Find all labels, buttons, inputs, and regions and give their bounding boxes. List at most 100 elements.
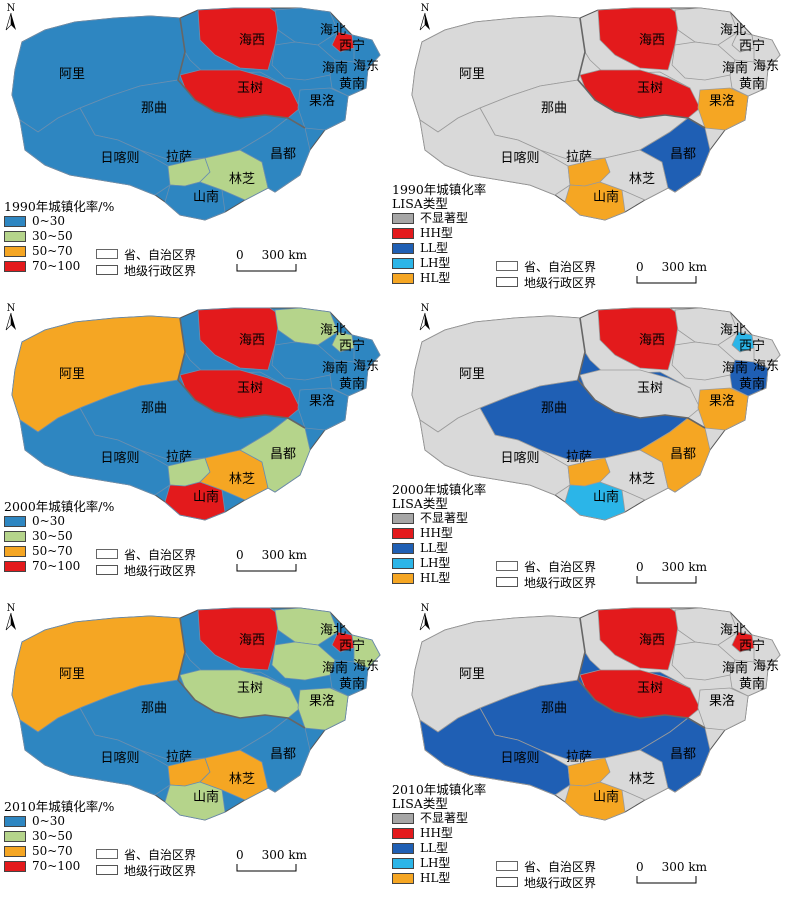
region-label-果洛: 果洛 — [309, 94, 335, 109]
region-label-果洛: 果洛 — [709, 394, 735, 409]
legend-title: 2010年城镇化率 — [392, 782, 487, 797]
region-label-黄南: 黄南 — [739, 76, 765, 92]
province-boundary — [177, 317, 306, 429]
scale-zero: 0 — [236, 548, 244, 562]
region-label-拉萨: 拉萨 — [566, 450, 592, 465]
legend-label: 0~30 — [32, 814, 65, 828]
province-boundary — [577, 17, 706, 129]
region-label-那曲: 那曲 — [141, 101, 167, 116]
region-果洛 — [297, 87, 349, 131]
province-line-swatch — [496, 861, 518, 871]
region-label-海南: 海南 — [322, 60, 348, 76]
legend: 2010年城镇化率/% 0~30 30~50 50~70 70~100 — [4, 800, 114, 874]
legend-label: HH型 — [420, 826, 453, 840]
legend-subtitle: LISA类型 — [392, 196, 448, 211]
region-label-海西: 海西 — [239, 633, 265, 648]
region-海北 — [674, 7, 739, 46]
boundary-legend: 省、自治区界 地级行政区界 — [96, 546, 196, 578]
legend-swatch — [4, 546, 26, 557]
scale-zero: 0 — [236, 848, 244, 862]
boundary-prefecture-item: 地级行政区界 — [496, 274, 596, 290]
region-label-阿里: 阿里 — [459, 67, 485, 82]
legend-swatch — [392, 573, 414, 584]
boundary-province-item: 省、自治区界 — [96, 846, 196, 862]
map-panel-urban-2000: 阿里 那曲 日喀则 拉萨 山南 林芝 昌都 玉树 海西 海北 西宁 海南 海东 黄南 果洛 N 2000年城镇化… — [0, 300, 400, 600]
scale-length: 300 km — [661, 260, 708, 274]
scale-bar: 0 300 km — [236, 248, 307, 276]
region-label-黄南: 黄南 — [739, 376, 765, 392]
region-海西 — [597, 7, 681, 71]
legend-swatch — [4, 531, 26, 542]
legend: 2010年城镇化率 LISA类型 不显著型 HH型 LL型 LH型 HL型 — [392, 783, 486, 886]
region-label-山南: 山南 — [593, 189, 619, 205]
legend-swatch — [4, 246, 26, 257]
region-label-昌都: 昌都 — [270, 447, 296, 462]
legend-swatch — [392, 843, 414, 854]
north-arrow-icon: N — [418, 2, 432, 35]
legend-label: LL型 — [420, 541, 448, 555]
region-label-山南: 山南 — [193, 489, 219, 505]
legend: 1990年城镇化率 LISA类型 不显著型 HH型 LL型 LH型 HL型 — [392, 183, 486, 286]
legend-swatch — [4, 516, 26, 527]
scale-bar: 0 300 km — [636, 260, 707, 288]
legend-swatch — [392, 528, 414, 539]
region-label-西宁: 西宁 — [339, 338, 365, 354]
legend-swatch — [4, 861, 26, 872]
legend-label: HH型 — [420, 226, 453, 240]
scale-length: 300 km — [261, 548, 308, 562]
region-label-海南: 海南 — [722, 60, 748, 76]
region-label-阿里: 阿里 — [459, 667, 485, 682]
boundary-prefecture-label: 地级行政区界 — [124, 563, 197, 578]
region-label-西宁: 西宁 — [339, 38, 365, 54]
legend-item: 30~50 — [4, 829, 114, 844]
region-label-海东: 海东 — [753, 59, 779, 74]
north-label: N — [421, 303, 430, 314]
legend-swatch — [4, 561, 26, 572]
legend-swatch — [392, 213, 414, 224]
region-果洛 — [697, 387, 749, 431]
region-label-海西: 海西 — [639, 33, 665, 48]
region-label-山南: 山南 — [193, 189, 219, 205]
region-山南 — [164, 481, 226, 521]
legend-swatch — [4, 216, 26, 227]
legend-item: 70~100 — [4, 559, 114, 574]
region-label-海东: 海东 — [353, 359, 379, 374]
boundary-prefecture-item: 地级行政区界 — [496, 874, 596, 890]
map-panel-lisa-2010: 阿里 那曲 日喀则 拉萨 山南 林芝 昌都 玉树 海西 海北 西宁 海南 海东 黄南 果洛 N 2010年城镇化… — [392, 600, 800, 900]
legend-swatch — [4, 846, 26, 857]
region-果洛 — [697, 687, 749, 731]
legend-label: 50~70 — [32, 244, 73, 258]
legend-item: HL型 — [392, 271, 486, 286]
legend-item: 30~50 — [4, 229, 114, 244]
legend-label: 不显著型 — [420, 811, 469, 825]
legend-label: 50~70 — [32, 544, 73, 558]
legend-item: LH型 — [392, 256, 486, 271]
region-label-林芝: 林芝 — [229, 471, 255, 487]
region-label-果洛: 果洛 — [709, 694, 735, 709]
region-昌都 — [639, 417, 711, 493]
boundary-prefecture-item: 地级行政区界 — [96, 562, 196, 578]
boundary-legend: 省、自治区界 地级行政区界 — [496, 858, 596, 890]
legend-swatch — [392, 543, 414, 554]
region-label-果洛: 果洛 — [709, 94, 735, 109]
legend-swatch — [4, 231, 26, 242]
legend-label: 30~50 — [32, 829, 73, 843]
region-山南 — [564, 481, 626, 521]
region-海西 — [197, 307, 281, 371]
region-label-海东: 海东 — [353, 659, 379, 674]
legend-swatch — [392, 228, 414, 239]
region-label-那曲: 那曲 — [141, 401, 167, 416]
scale-line — [636, 276, 697, 284]
region-黄南 — [329, 59, 369, 97]
legend-swatch — [392, 813, 414, 824]
legend-label: HL型 — [420, 571, 451, 585]
legend-item: HH型 — [392, 826, 486, 841]
legend-item: HL型 — [392, 871, 486, 886]
region-label-西宁: 西宁 — [739, 638, 765, 654]
legend-item: 50~70 — [4, 844, 114, 859]
boundary-province-item: 省、自治区界 — [96, 546, 196, 562]
region-海西 — [597, 607, 681, 671]
